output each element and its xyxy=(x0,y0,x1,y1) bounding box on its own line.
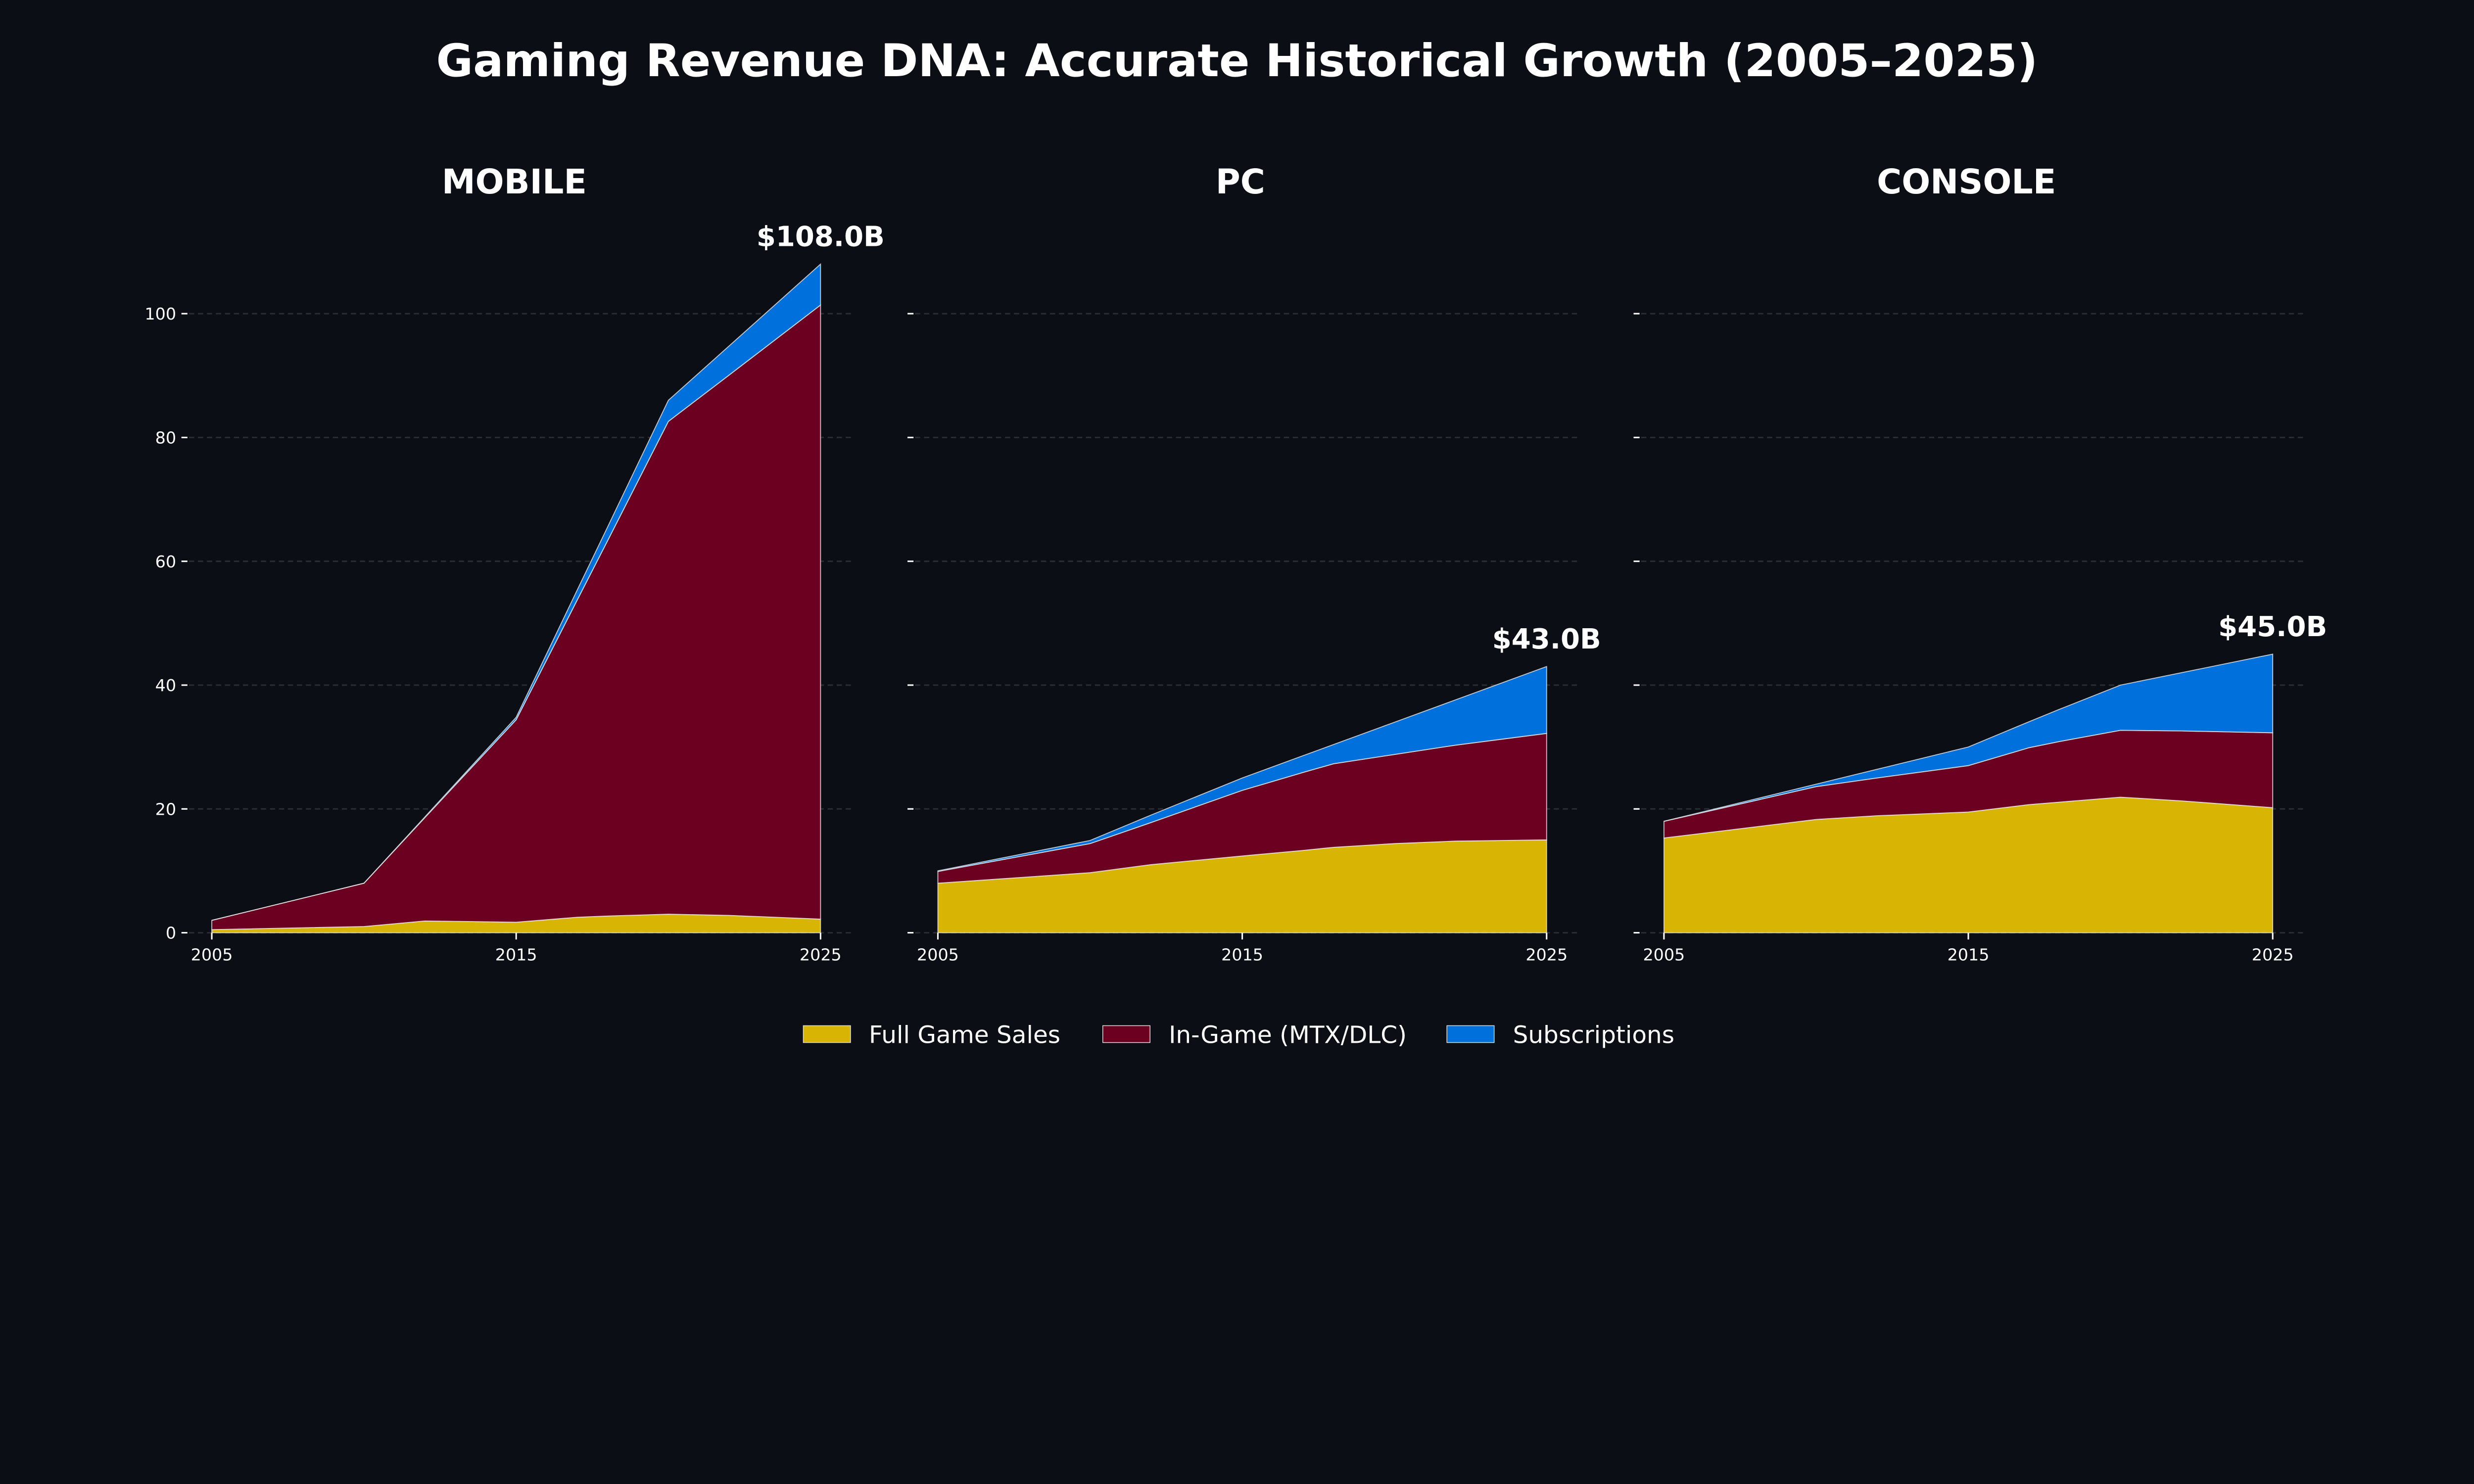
legend-swatch xyxy=(1446,1025,1495,1043)
legend-label: In-Game (MTX/DLC) xyxy=(1169,1021,1407,1049)
legend-label: Subscriptions xyxy=(1513,1021,1674,1049)
panels: 0 20 40 60 80 100 2005 2015 2025 MOBILE $108.0B 200… xyxy=(144,163,2327,965)
panel-pc: 2005 2015 2025 PC $43.0B xyxy=(907,163,1601,965)
x-tick-label: 2025 xyxy=(800,945,842,965)
y-tick-label: 80 xyxy=(155,428,176,448)
x-tick-label: 2015 xyxy=(495,945,537,965)
chart-title: Gaming Revenue DNA: Accurate Historical … xyxy=(436,35,2038,87)
panel-title: CONSOLE xyxy=(1877,163,2056,202)
y-tick-label: 40 xyxy=(155,676,176,695)
x-tick-label: 2025 xyxy=(2252,945,2294,965)
total-label: $45.0B xyxy=(2218,611,2327,643)
legend-swatch xyxy=(803,1025,851,1043)
area-subscriptions xyxy=(937,666,1547,872)
x-tick-label: 2005 xyxy=(191,945,233,965)
background xyxy=(0,0,2474,1124)
area-subscriptions xyxy=(211,263,821,921)
panel-mobile: 0 20 40 60 80 100 2005 2015 2025 MOBILE $108.0B xyxy=(144,163,884,965)
legend-label: Full Game Sales xyxy=(869,1021,1060,1049)
y-tick-label: 20 xyxy=(155,799,176,819)
legend-item-full-game-sales[interactable]: Full Game Sales xyxy=(803,1021,1060,1049)
x-tick-label: 2015 xyxy=(1221,945,1263,965)
panel-console: 2005 2015 2025 CONSOLE $45.0B xyxy=(1633,163,2327,965)
x-tick-label: 2025 xyxy=(1525,945,1568,965)
y-tick-label: 60 xyxy=(155,552,176,571)
chart-figure: Gaming Revenue DNA: Accurate Historical … xyxy=(0,0,2474,1124)
total-label: $43.0B xyxy=(1492,623,1601,655)
area-subscriptions xyxy=(1664,653,2274,822)
legend: Full Game Sales In-Game (MTX/DLC) Subscr… xyxy=(803,1021,1674,1049)
panel-title: MOBILE xyxy=(442,163,587,202)
legend-item-in-game[interactable]: In-Game (MTX/DLC) xyxy=(1102,1021,1407,1049)
x-tick-label: 2015 xyxy=(1948,945,1990,965)
total-label: $108.0B xyxy=(757,221,885,253)
y-tick-label: 100 xyxy=(144,304,176,324)
x-tick-label: 2005 xyxy=(1643,945,1685,965)
panel-title: PC xyxy=(1216,163,1265,202)
y-tick-label: 0 xyxy=(166,924,176,943)
legend-swatch xyxy=(1102,1025,1151,1043)
x-tick-label: 2005 xyxy=(917,945,959,965)
legend-item-subscriptions[interactable]: Subscriptions xyxy=(1446,1021,1674,1049)
